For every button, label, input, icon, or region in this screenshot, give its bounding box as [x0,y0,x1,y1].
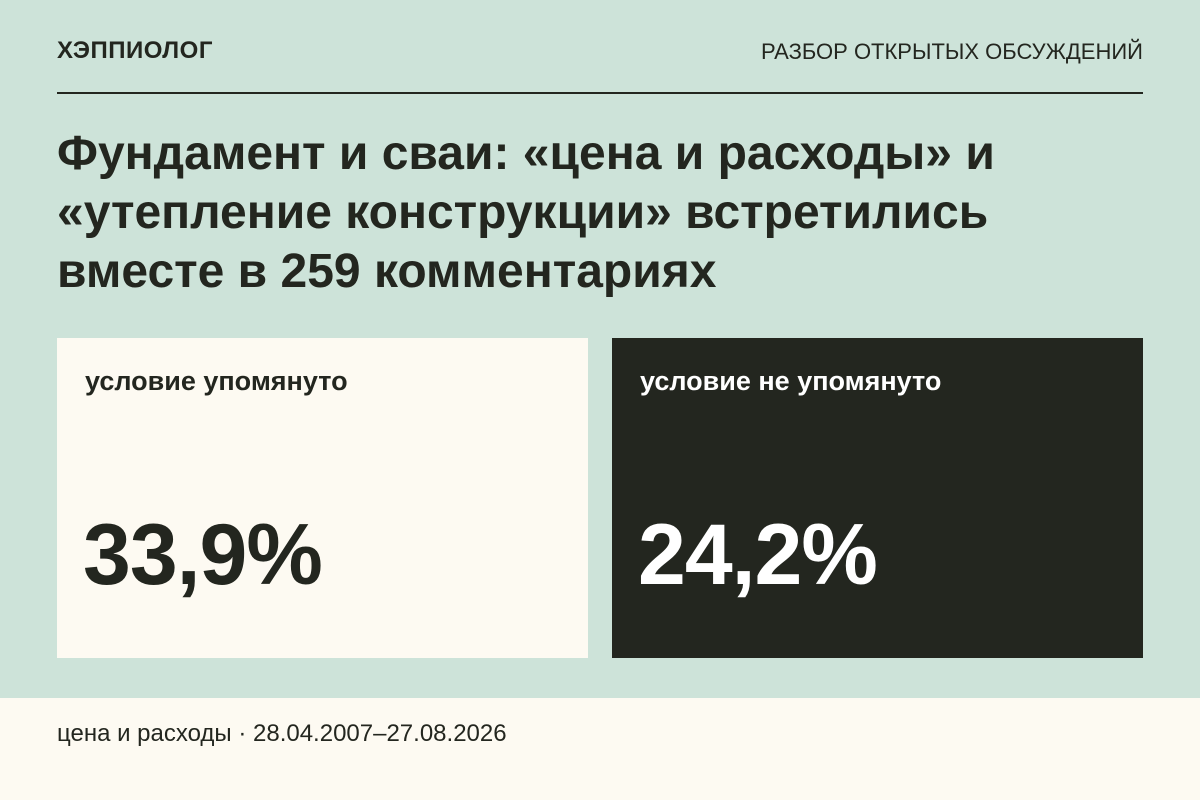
header-rule [57,92,1143,94]
stat-value: 33,9% [83,507,323,603]
brand: ХЭППИОЛОГ [57,37,213,64]
stat-value: 24,2% [638,507,878,603]
section-label: РАЗБОР ОТКРЫТЫХ ОБСУЖДЕНИЙ [760,39,1143,64]
stat-card: условие не упомянуто 24,2% [612,338,1143,658]
stat-label: условие упомянуто [85,366,348,396]
footer: цена и расходы · 28.04.2007–27.08.2026 [0,698,1200,800]
title: Фундамент и сваи: «цена и расходы» и «ут… [57,124,1157,301]
stat-label: условие не упомянуто [640,366,942,396]
stat-card: условие упомянуто 33,9% [57,338,588,658]
footer-text: цена и расходы · 28.04.2007–27.08.2026 [57,720,507,747]
title-line: «утепление конструкции» встретились [57,186,989,239]
title-line: вместе в 259 комментариях [57,245,717,298]
title-line: Фундамент и сваи: «цена и расходы» и [57,127,995,180]
